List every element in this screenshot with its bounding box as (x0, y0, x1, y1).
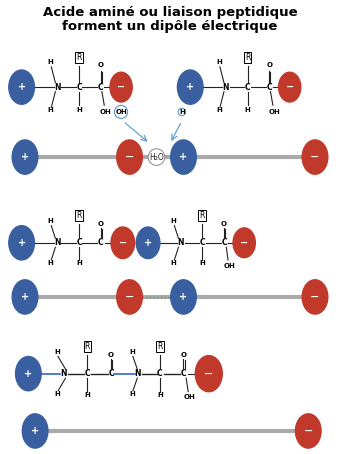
Text: H: H (245, 107, 251, 113)
Text: H: H (47, 107, 53, 113)
Text: C: C (199, 238, 205, 247)
Text: R: R (199, 211, 205, 220)
Text: C: C (98, 238, 104, 247)
Text: N: N (54, 238, 60, 247)
Text: −: − (204, 369, 214, 379)
Text: C: C (221, 238, 227, 247)
Text: −: − (304, 426, 313, 436)
Text: C: C (85, 369, 90, 378)
Text: −: − (286, 82, 294, 92)
Text: H: H (216, 107, 222, 113)
Text: O: O (98, 221, 104, 227)
Text: forment un dipôle électrique: forment un dipôle électrique (62, 20, 278, 33)
Text: OH: OH (269, 109, 280, 115)
Text: O: O (98, 63, 104, 69)
Text: +: + (180, 292, 188, 302)
Text: H: H (54, 391, 60, 397)
Circle shape (302, 280, 328, 314)
Text: +: + (18, 238, 26, 248)
Text: N: N (54, 83, 60, 92)
Text: −: − (240, 238, 248, 248)
Text: H₂O: H₂O (149, 153, 164, 162)
Circle shape (171, 280, 196, 314)
Circle shape (295, 414, 321, 448)
Text: H: H (157, 392, 163, 398)
Circle shape (177, 70, 203, 104)
Text: C: C (181, 369, 186, 378)
Text: H: H (179, 109, 185, 115)
Text: R: R (76, 53, 82, 62)
Text: H: H (76, 260, 82, 266)
Circle shape (110, 72, 132, 102)
Text: OH: OH (100, 109, 112, 115)
Circle shape (12, 140, 38, 174)
Text: Acide aminé ou liaison peptidique: Acide aminé ou liaison peptidique (43, 6, 297, 19)
Text: H: H (47, 218, 53, 224)
Text: H: H (54, 349, 60, 355)
Text: +: + (31, 426, 39, 436)
Circle shape (117, 280, 142, 314)
Text: N: N (177, 238, 183, 247)
Text: +: + (21, 292, 29, 302)
Circle shape (302, 140, 328, 174)
Text: C: C (76, 83, 82, 92)
Text: R: R (157, 342, 163, 351)
Text: +: + (144, 238, 152, 248)
Text: O: O (221, 221, 227, 227)
Text: O: O (267, 63, 272, 69)
Text: −: − (119, 238, 127, 248)
Text: O: O (108, 352, 114, 358)
Text: +: + (18, 82, 26, 92)
Text: −: − (310, 292, 320, 302)
Text: O: O (181, 352, 186, 358)
Circle shape (117, 140, 142, 174)
Circle shape (171, 140, 196, 174)
Text: H: H (85, 392, 90, 398)
Text: H: H (199, 260, 205, 266)
Text: +: + (24, 369, 32, 379)
Text: H: H (216, 59, 222, 65)
Text: R: R (76, 211, 82, 220)
Text: H: H (47, 260, 53, 266)
Circle shape (233, 228, 255, 258)
Circle shape (111, 227, 135, 259)
Circle shape (195, 355, 222, 392)
Text: C: C (98, 83, 104, 92)
Circle shape (9, 226, 34, 260)
Text: H: H (170, 218, 176, 224)
Text: H: H (76, 107, 82, 113)
Text: −: − (125, 292, 134, 302)
Text: N: N (61, 369, 67, 378)
Circle shape (9, 70, 34, 104)
Text: R: R (85, 342, 90, 351)
Text: +: + (180, 152, 188, 162)
Text: C: C (267, 83, 272, 92)
Text: +: + (21, 152, 29, 162)
Text: H: H (170, 260, 176, 266)
Text: H: H (47, 59, 53, 65)
Circle shape (136, 227, 160, 259)
Text: N: N (135, 369, 141, 378)
Text: C: C (76, 238, 82, 247)
Text: H: H (129, 391, 135, 397)
Text: C: C (108, 369, 114, 378)
Text: −: − (310, 152, 320, 162)
Text: +: + (186, 82, 194, 92)
Text: −: − (125, 152, 134, 162)
Text: R: R (245, 53, 250, 62)
Text: C: C (245, 83, 250, 92)
Text: N: N (222, 83, 229, 92)
Circle shape (278, 72, 301, 102)
Text: H: H (129, 349, 135, 355)
Circle shape (12, 280, 38, 314)
Circle shape (16, 356, 41, 391)
Text: OH: OH (184, 394, 196, 400)
Text: OH: OH (115, 109, 127, 115)
Text: C: C (157, 369, 163, 378)
Text: −: − (117, 82, 125, 92)
Text: OH: OH (224, 263, 236, 269)
Circle shape (22, 414, 48, 448)
